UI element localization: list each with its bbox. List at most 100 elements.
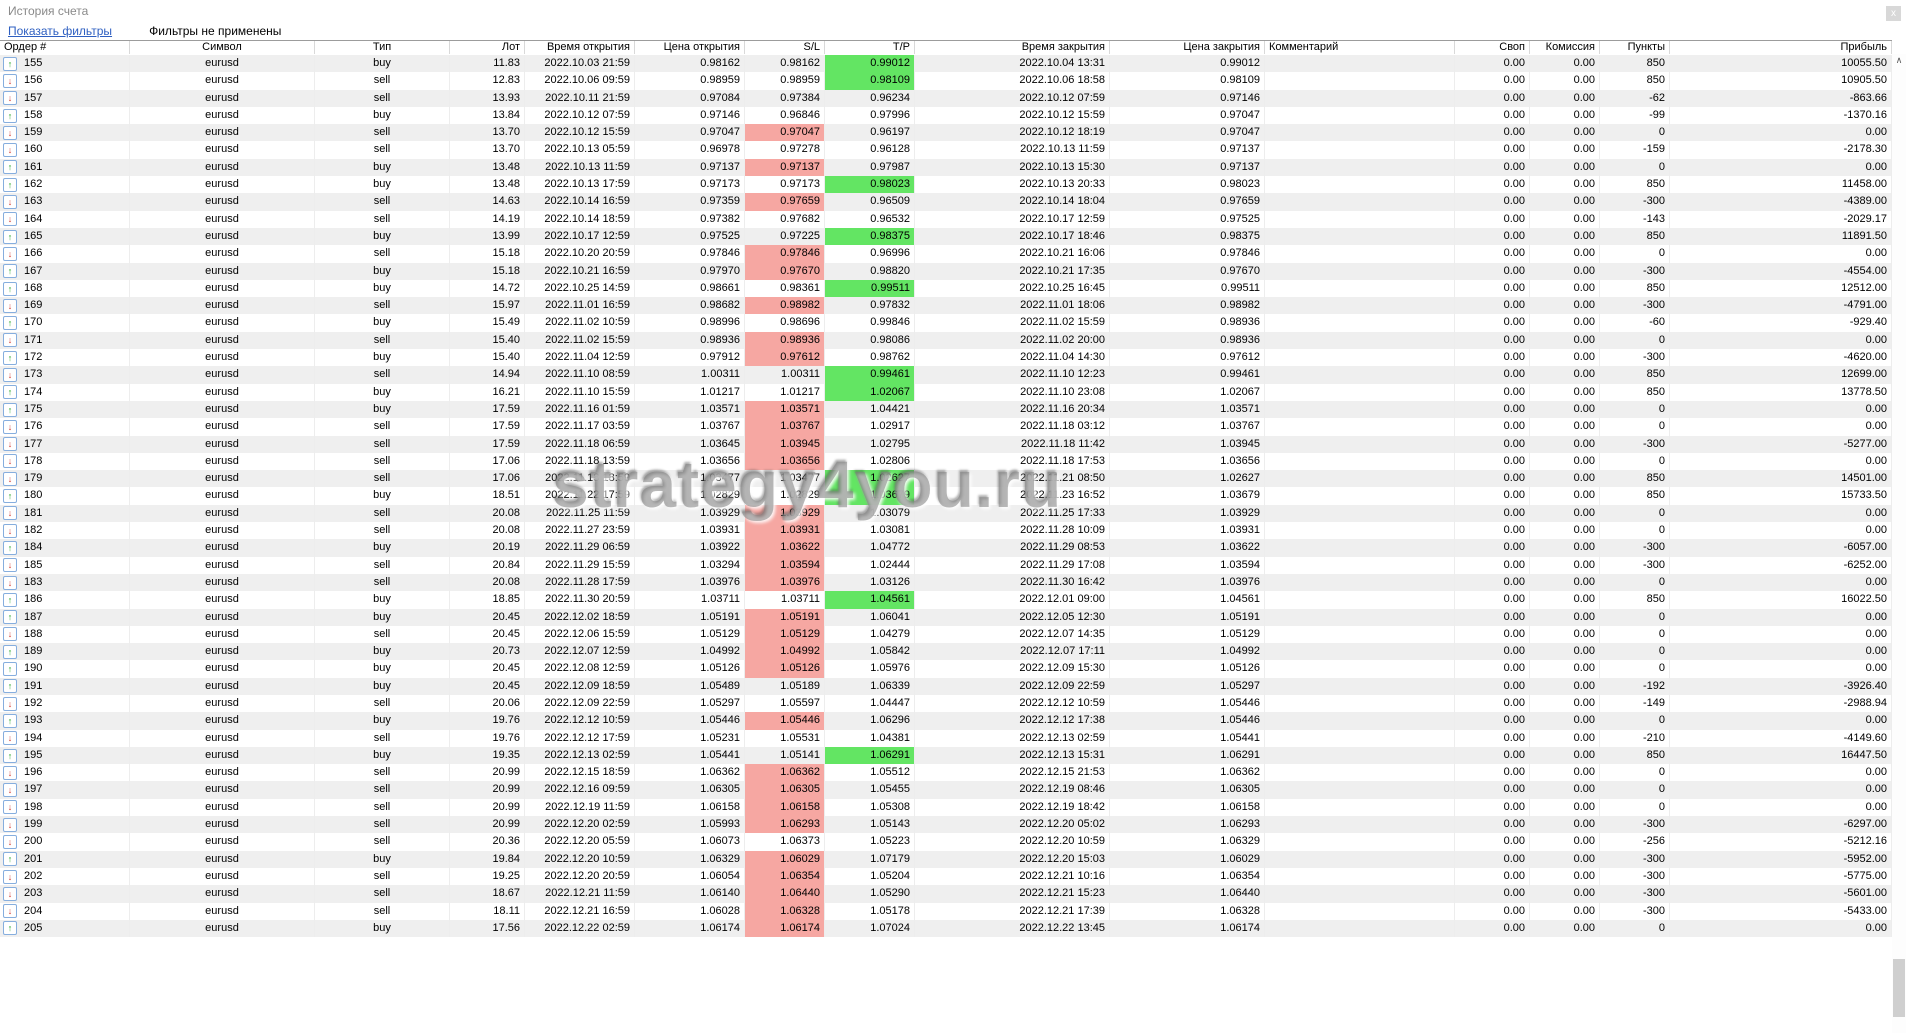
cell-symbol: eurusd [130,643,315,661]
table-row[interactable]: ↑ 155 eurusd buy 11.83 2022.10.03 21:59 0.9816… [0,55,1892,73]
cell-symbol: eurusd [130,660,315,678]
table-row[interactable]: ↑ 193 eurusd buy 19.76 2022.12.12 10:59 1.0544… [0,712,1892,730]
table-row[interactable]: ↓ 176 eurusd sell 17.59 2022.11.17 03:59 1.037… [0,418,1892,436]
table-row[interactable]: ↓ 177 eurusd sell 17.59 2022.11.18 06:59 1.036… [0,435,1892,453]
column-header-symbol[interactable]: Символ [130,41,315,54]
table-row[interactable]: ↑ 195 eurusd buy 19.35 2022.12.13 02:59 1.0544… [0,746,1892,765]
table-row[interactable]: ↓ 171 eurusd sell 15.40 2022.11.02 15:59 0.989… [0,331,1892,350]
table-row[interactable]: ↓ 204 eurusd sell 18.11 2022.12.21 16:59 1.060… [0,902,1892,920]
cell-sl: 0.97225 [745,227,825,246]
table-row[interactable]: ↑ 180 eurusd buy 18.51 2022.11.22 17:59 1.0282… [0,487,1892,505]
table-row[interactable]: ↓ 198 eurusd sell 20.99 2022.12.19 11:59 1.061… [0,798,1892,817]
table-row[interactable]: ↑ 167 eurusd buy 15.18 2022.10.21 16:59 0.9797… [0,262,1892,280]
table-row[interactable]: ↓ 197 eurusd sell 20.99 2022.12.16 09:59 1.063… [0,781,1892,799]
cell-lot: 20.36 [450,833,525,851]
cell-close_price: 0.99012 [1110,55,1265,73]
table-row[interactable]: ↓ 183 eurusd sell 20.08 2022.11.28 17:59 1.039… [0,573,1892,592]
table-row[interactable]: ↑ 165 eurusd buy 13.99 2022.10.17 12:59 0.9752… [0,227,1892,246]
table-row[interactable]: ↓ 181 eurusd sell 20.08 2022.11.25 11:59 1.039… [0,504,1892,523]
table-row[interactable]: ↓ 169 eurusd sell 15.97 2022.11.01 16:59 0.986… [0,297,1892,315]
cell-points: 0 [1600,124,1670,142]
column-header-open_price[interactable]: Цена открытия [635,41,745,54]
table-row[interactable]: ↓ 160 eurusd sell 13.70 2022.10.13 05:59 0.969… [0,141,1892,159]
column-header-close_price[interactable]: Цена закрытия [1110,41,1265,54]
cell-symbol: eurusd [130,331,315,350]
table-row[interactable]: ↑ 205 eurusd buy 17.56 2022.12.22 02:59 1.0617… [0,919,1892,938]
table-row[interactable]: ↑ 161 eurusd buy 13.48 2022.10.13 11:59 0.9713… [0,158,1892,177]
column-header-points[interactable]: Пункты [1600,41,1670,54]
table-row[interactable]: ↓ 163 eurusd sell 14.63 2022.10.14 16:59 0.973… [0,193,1892,211]
table-row[interactable]: ↓ 178 eurusd sell 17.06 2022.11.18 13:59 1.036… [0,452,1892,471]
order-number: 205 [24,921,43,934]
column-header-swap[interactable]: Своп [1455,41,1530,54]
table-row[interactable]: ↑ 189 eurusd buy 20.73 2022.12.07 12:59 1.0499… [0,643,1892,661]
table-row[interactable]: ↓ 156 eurusd sell 12.83 2022.10.06 09:59 0.989… [0,72,1892,90]
table-row[interactable]: ↓ 166 eurusd sell 15.18 2022.10.20 20:59 0.978… [0,245,1892,263]
table-row[interactable]: ↓ 200 eurusd sell 20.36 2022.12.20 05:59 1.060… [0,833,1892,851]
cell-commission: 0.00 [1530,885,1600,903]
column-header-close_time[interactable]: Время закрытия [915,41,1110,54]
table-row[interactable]: ↑ 184 eurusd buy 20.19 2022.11.29 06:59 1.0392… [0,539,1892,557]
column-header-profit[interactable]: Прибыль [1670,41,1892,54]
column-header-comment[interactable]: Комментарий [1265,41,1455,54]
table-row[interactable]: ↑ 175 eurusd buy 17.59 2022.11.16 01:59 1.0357… [0,400,1892,419]
column-header-commission[interactable]: Комиссия [1530,41,1600,54]
table-row[interactable]: ↓ 185 eurusd sell 20.84 2022.11.29 15:59 1.032… [0,556,1892,574]
table-row[interactable]: ↑ 158 eurusd buy 13.84 2022.10.12 07:59 0.9714… [0,106,1892,125]
table-row[interactable]: ↑ 191 eurusd buy 20.45 2022.12.09 18:59 1.0548… [0,677,1892,695]
cell-lot: 20.99 [450,781,525,799]
order-number: 202 [24,869,43,882]
sell-order-icon: ↓ [3,869,17,884]
table-row[interactable]: ↑ 201 eurusd buy 19.84 2022.12.20 10:59 1.0632… [0,850,1892,868]
vertical-scrollbar[interactable]: ∧ [1892,54,1906,1033]
table-row[interactable]: ↑ 168 eurusd buy 14.72 2022.10.25 14:59 0.9866… [0,279,1892,298]
sell-order-icon: ↓ [3,783,17,798]
table-row[interactable]: ↓ 196 eurusd sell 20.99 2022.12.15 18:59 1.063… [0,764,1892,782]
cell-type: buy [315,643,450,661]
table-row[interactable]: ↑ 170 eurusd buy 15.49 2022.11.02 10:59 0.9899… [0,314,1892,332]
table-row[interactable]: ↓ 202 eurusd sell 19.25 2022.12.20 20:59 1.060… [0,867,1892,886]
table-row[interactable]: ↓ 157 eurusd sell 13.93 2022.10.11 21:59 0.970… [0,89,1892,107]
table-row[interactable]: ↑ 190 eurusd buy 20.45 2022.12.08 12:59 1.0512… [0,660,1892,678]
cell-points: -300 [1600,867,1670,886]
table-row[interactable]: ↑ 187 eurusd buy 20.45 2022.12.02 18:59 1.0519… [0,608,1892,626]
column-header-open_time[interactable]: Время открытия [525,41,635,54]
cell-open_price: 1.05191 [635,608,745,626]
scroll-up-icon[interactable]: ∧ [1895,55,1903,65]
scrollbar-thumb[interactable] [1893,959,1905,1017]
cell-close_price: 1.03945 [1110,435,1265,453]
cell-profit: -5433.00 [1670,902,1892,920]
cell-commission: 0.00 [1530,106,1600,125]
column-header-lot[interactable]: Лот [450,41,525,54]
table-row[interactable]: ↓ 182 eurusd sell 20.08 2022.11.27 23:59 1.039… [0,522,1892,540]
table-row[interactable]: ↓ 173 eurusd sell 14.94 2022.11.10 08:59 1.003… [0,366,1892,384]
table-row[interactable]: ↓ 159 eurusd sell 13.70 2022.10.12 15:59 0.970… [0,124,1892,142]
cell-commission: 0.00 [1530,418,1600,436]
table-row[interactable]: ↓ 194 eurusd sell 19.76 2022.12.12 17:59 1.052… [0,729,1892,747]
table-row[interactable]: ↑ 174 eurusd buy 16.21 2022.11.10 15:59 1.0121… [0,383,1892,401]
table-row[interactable]: ↓ 203 eurusd sell 18.67 2022.12.21 11:59 1.061… [0,885,1892,903]
show-filters-link[interactable]: Показать фильтры [8,24,113,38]
cell-points: -300 [1600,349,1670,367]
cell-open_price: 0.97525 [635,227,745,246]
column-header-order[interactable]: Ордер # [0,41,130,54]
cell-lot: 15.40 [450,331,525,350]
cell-tp: 1.05204 [825,867,915,886]
close-icon[interactable]: x [1886,6,1901,21]
table-row[interactable]: ↑ 172 eurusd buy 15.40 2022.11.04 12:59 0.9791… [0,349,1892,367]
table-row[interactable]: ↓ 188 eurusd sell 20.45 2022.12.06 15:59 1.051… [0,625,1892,644]
table-row[interactable]: ↓ 192 eurusd sell 20.06 2022.12.09 22:59 1.052… [0,694,1892,713]
column-header-type[interactable]: Тип [315,41,450,54]
cell-open_time: 2022.12.07 12:59 [525,643,635,661]
column-header-sl[interactable]: S/L [745,41,825,54]
column-header-tp[interactable]: T/P [825,41,915,54]
table-row[interactable]: ↓ 199 eurusd sell 20.99 2022.12.20 02:59 1.059… [0,816,1892,834]
table-row[interactable]: ↓ 164 eurusd sell 14.19 2022.10.14 18:59 0.973… [0,210,1892,228]
table-row[interactable]: ↓ 179 eurusd sell 17.06 2022.11.18 18:59 1.034… [0,470,1892,488]
cell-comment [1265,158,1455,177]
cell-sl: 0.98162 [745,55,825,73]
cell-sl: 0.97846 [745,245,825,263]
table-row[interactable]: ↑ 186 eurusd buy 18.85 2022.11.30 20:59 1.0371… [0,591,1892,609]
cell-comment [1265,504,1455,523]
table-row[interactable]: ↑ 162 eurusd buy 13.48 2022.10.13 17:59 0.9717… [0,176,1892,194]
